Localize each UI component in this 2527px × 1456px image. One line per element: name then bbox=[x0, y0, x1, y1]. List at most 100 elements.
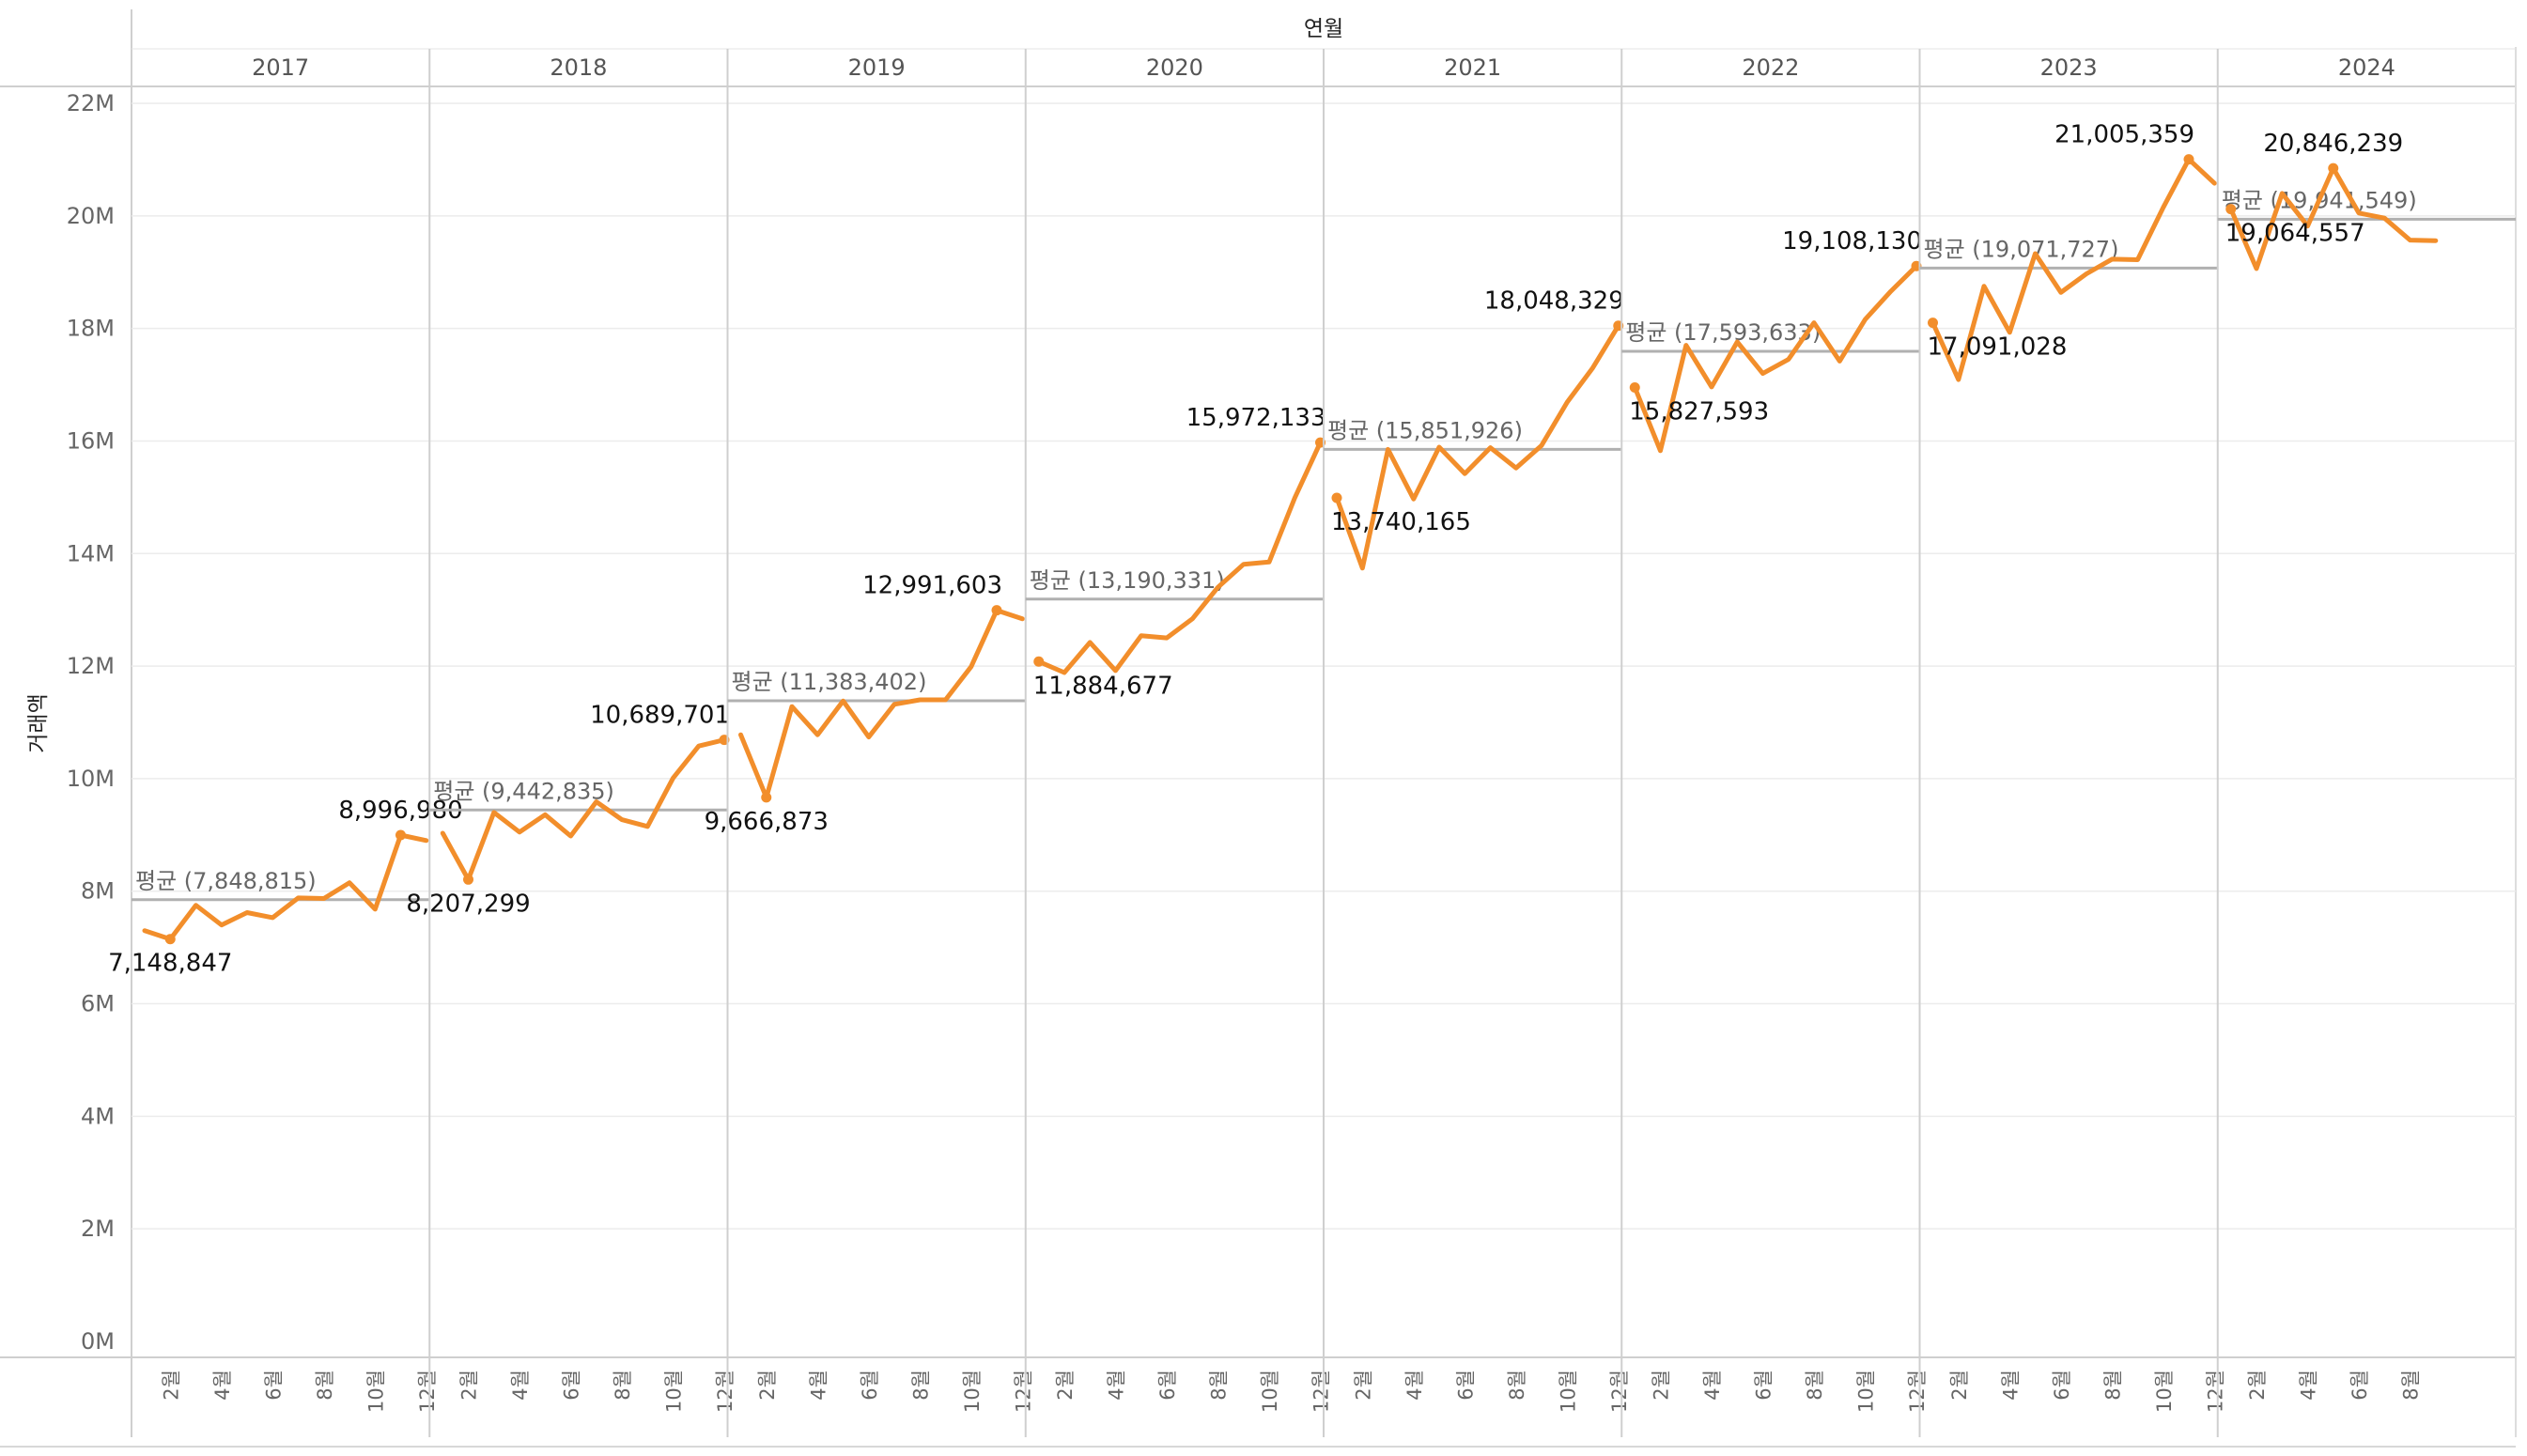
y-tick-label: 10M bbox=[67, 766, 115, 792]
year-header: 2017 bbox=[252, 54, 309, 81]
month-tick-label: 2월 bbox=[1651, 1370, 1673, 1401]
month-tick-label: 4월 bbox=[1106, 1370, 1128, 1401]
average-label: 평균 (15,851,926) bbox=[1327, 417, 1523, 443]
year-header: 2023 bbox=[2040, 54, 2098, 81]
month-tick-label: 10월 bbox=[663, 1370, 686, 1413]
data-point bbox=[2328, 163, 2339, 174]
month-tick-label: 10월 bbox=[2153, 1370, 2176, 1413]
month-tick-label: 4월 bbox=[1701, 1370, 1724, 1401]
year-header: 2022 bbox=[1742, 54, 1799, 81]
data-label: 18,048,329 bbox=[1484, 287, 1624, 316]
data-label: 17,091,028 bbox=[1928, 333, 2068, 362]
month-tick-label: 8월 bbox=[1506, 1370, 1528, 1401]
month-tick-label: 12월 bbox=[714, 1370, 736, 1413]
month-tick-label: 12월 bbox=[1906, 1370, 1929, 1413]
series-line-2023 bbox=[1930, 157, 2217, 382]
data-point bbox=[164, 934, 176, 945]
y-tick-label: 8M bbox=[81, 878, 115, 905]
month-tick-label: 2월 bbox=[2246, 1370, 2269, 1401]
data-point bbox=[991, 605, 1002, 616]
data-label: 15,827,593 bbox=[1629, 398, 1769, 426]
month-tick-label: 12월 bbox=[1310, 1370, 1333, 1413]
average-label: 평균 (19,071,727) bbox=[1924, 236, 2119, 262]
data-point bbox=[2183, 154, 2194, 165]
data-label: 12,991,603 bbox=[862, 572, 1002, 600]
month-tick-label: 4월 bbox=[211, 1370, 234, 1401]
month-tick-label: 6월 bbox=[2349, 1370, 2371, 1401]
month-tick-label: 4월 bbox=[1403, 1370, 1426, 1401]
month-tick-label: 10월 bbox=[1259, 1370, 1281, 1413]
month-tick-label: 6월 bbox=[1454, 1370, 1477, 1401]
month-tick-label: 10월 bbox=[961, 1370, 984, 1413]
average-label: 평균 (17,593,633) bbox=[1625, 319, 1821, 346]
average-label: 평균 (11,383,402) bbox=[732, 669, 927, 695]
month-tick-label: 8월 bbox=[1804, 1370, 1826, 1401]
data-label: 13,740,165 bbox=[1331, 508, 1471, 536]
data-label: 15,972,133 bbox=[1186, 404, 1326, 432]
y-tick-label: 16M bbox=[67, 427, 115, 454]
month-tick-label: 12월 bbox=[2204, 1370, 2226, 1413]
year-header: 2020 bbox=[1146, 54, 1203, 81]
data-label: 21,005,359 bbox=[2054, 121, 2194, 149]
data-point bbox=[463, 874, 473, 885]
data-point bbox=[761, 792, 772, 803]
data-point bbox=[2225, 204, 2237, 215]
average-label: 평균 (13,190,331) bbox=[1030, 567, 1225, 594]
data-label: 11,884,677 bbox=[1033, 672, 1173, 700]
average-label: 평균 (7,848,815) bbox=[135, 868, 317, 894]
data-point bbox=[395, 829, 406, 841]
month-tick-label: 6월 bbox=[561, 1370, 583, 1401]
data-point bbox=[1629, 382, 1640, 394]
month-tick-label: 2월 bbox=[756, 1370, 779, 1401]
month-tick-label: 2월 bbox=[1948, 1370, 1971, 1401]
month-tick-label: 12월 bbox=[1608, 1370, 1631, 1413]
month-tick-label: 6월 bbox=[1753, 1370, 1775, 1401]
month-tick-label: 2월 bbox=[458, 1370, 481, 1401]
y-tick-label: 22M bbox=[67, 90, 115, 116]
month-tick-label: 12월 bbox=[1012, 1370, 1034, 1413]
month-tick-label: 4월 bbox=[2298, 1370, 2320, 1401]
y-tick-label: 18M bbox=[67, 316, 115, 342]
y-tick-label: 6M bbox=[81, 991, 115, 1017]
series-line-2017 bbox=[142, 832, 429, 942]
month-tick-label: 8월 bbox=[909, 1370, 932, 1401]
data-point bbox=[1928, 318, 1938, 329]
month-tick-label: 8월 bbox=[612, 1370, 634, 1401]
month-tick-label: 4월 bbox=[1999, 1370, 2022, 1401]
month-tick-label: 2월 bbox=[1054, 1370, 1077, 1401]
y-axis-title: 거래액 bbox=[26, 693, 51, 752]
data-point bbox=[1033, 656, 1045, 667]
series-line-2021 bbox=[1334, 323, 1621, 571]
series-line-2020 bbox=[1036, 440, 1323, 675]
data-label: 19,108,130 bbox=[1782, 227, 1922, 256]
year-header: 2021 bbox=[1444, 54, 1501, 81]
month-tick-label: 6월 bbox=[262, 1370, 285, 1401]
month-tick-label: 8월 bbox=[1208, 1370, 1231, 1401]
y-tick-label: 14M bbox=[67, 540, 115, 566]
column-header-title: 연월 bbox=[1304, 17, 1343, 41]
month-tick-label: 6월 bbox=[859, 1370, 881, 1401]
year-header: 2019 bbox=[848, 54, 906, 81]
y-tick-label: 0M bbox=[81, 1328, 115, 1355]
year-header: 2024 bbox=[2338, 54, 2395, 81]
month-tick-label: 8월 bbox=[2400, 1370, 2423, 1401]
series-line-2018 bbox=[440, 737, 727, 882]
month-tick-label: 12월 bbox=[416, 1370, 439, 1413]
data-label: 9,666,873 bbox=[705, 808, 829, 836]
data-label: 19,064,557 bbox=[2225, 220, 2365, 248]
data-label: 7,148,847 bbox=[108, 950, 232, 978]
y-tick-label: 20M bbox=[67, 203, 115, 229]
year-header: 2018 bbox=[550, 54, 607, 81]
month-tick-label: 4월 bbox=[509, 1370, 532, 1401]
y-tick-label: 4M bbox=[81, 1103, 115, 1129]
month-tick-label: 10월 bbox=[1855, 1370, 1878, 1413]
data-label: 10,689,701 bbox=[590, 702, 730, 730]
average-label: 평균 (9,442,835) bbox=[433, 778, 614, 804]
month-tick-label: 2월 bbox=[160, 1370, 182, 1401]
data-point bbox=[1331, 492, 1342, 503]
month-tick-label: 2월 bbox=[1352, 1370, 1374, 1401]
series-line-2022 bbox=[1632, 263, 1919, 454]
data-label: 20,846,239 bbox=[2263, 130, 2403, 158]
month-tick-label: 8월 bbox=[314, 1370, 336, 1401]
